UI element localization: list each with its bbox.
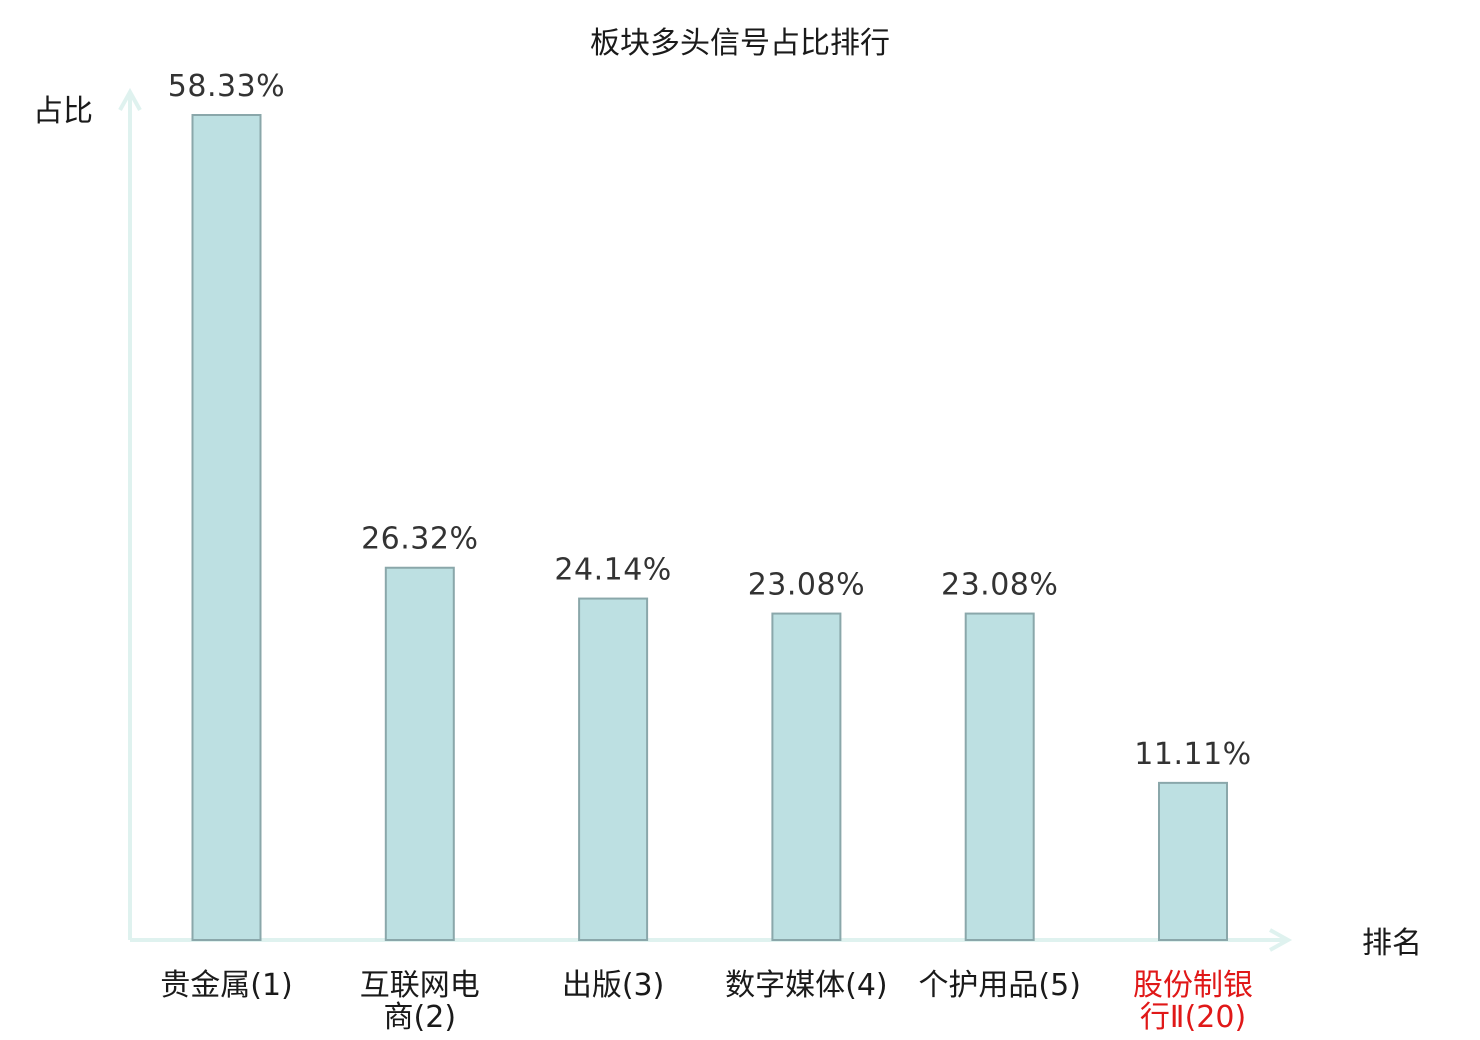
- data-label-2: 26.32%: [361, 522, 478, 557]
- bar-3: [578, 597, 649, 941]
- data-label-5: 23.08%: [941, 568, 1058, 603]
- y-axis-label: 占比: [33, 94, 93, 129]
- data-label-6: 11.11%: [1134, 737, 1251, 772]
- x-axis-arrowhead: [1269, 928, 1293, 952]
- tick-label-3: 出版(3): [562, 968, 665, 1003]
- bar-2: [384, 566, 455, 941]
- bar-5: [964, 612, 1035, 941]
- axes: [118, 87, 1293, 952]
- tick-label-4: 数字媒体(4): [725, 968, 888, 1003]
- bar-6: [1158, 781, 1228, 942]
- value-labels-group: 58.33% 26.32% 24.14% 23.08% 23.08% 11.11%: [168, 69, 1251, 772]
- data-label-4: 23.08%: [748, 568, 865, 603]
- tick-label-6-line-1: 股份制银: [1133, 968, 1253, 1003]
- bar-1: [191, 114, 262, 941]
- tick-label-5: 个护用品(5): [918, 968, 1081, 1003]
- chart-title: 板块多头信号占比排行: [590, 26, 890, 61]
- data-label-3: 24.14%: [554, 553, 671, 588]
- bar-4: [771, 612, 842, 941]
- x-axis-label: 排名: [1362, 926, 1422, 961]
- data-label-1: 58.33%: [168, 69, 285, 104]
- tick-label-6-line-2: 行Ⅱ(20): [1140, 1000, 1246, 1035]
- bars-group: [191, 114, 1228, 942]
- y-axis-arrowhead: [118, 87, 142, 111]
- tick-label-2-line-1: 互联网电: [360, 968, 480, 1003]
- tick-label-1: 贵金属(1): [160, 968, 293, 1003]
- tick-label-2-line-2: 商(2): [384, 1000, 457, 1035]
